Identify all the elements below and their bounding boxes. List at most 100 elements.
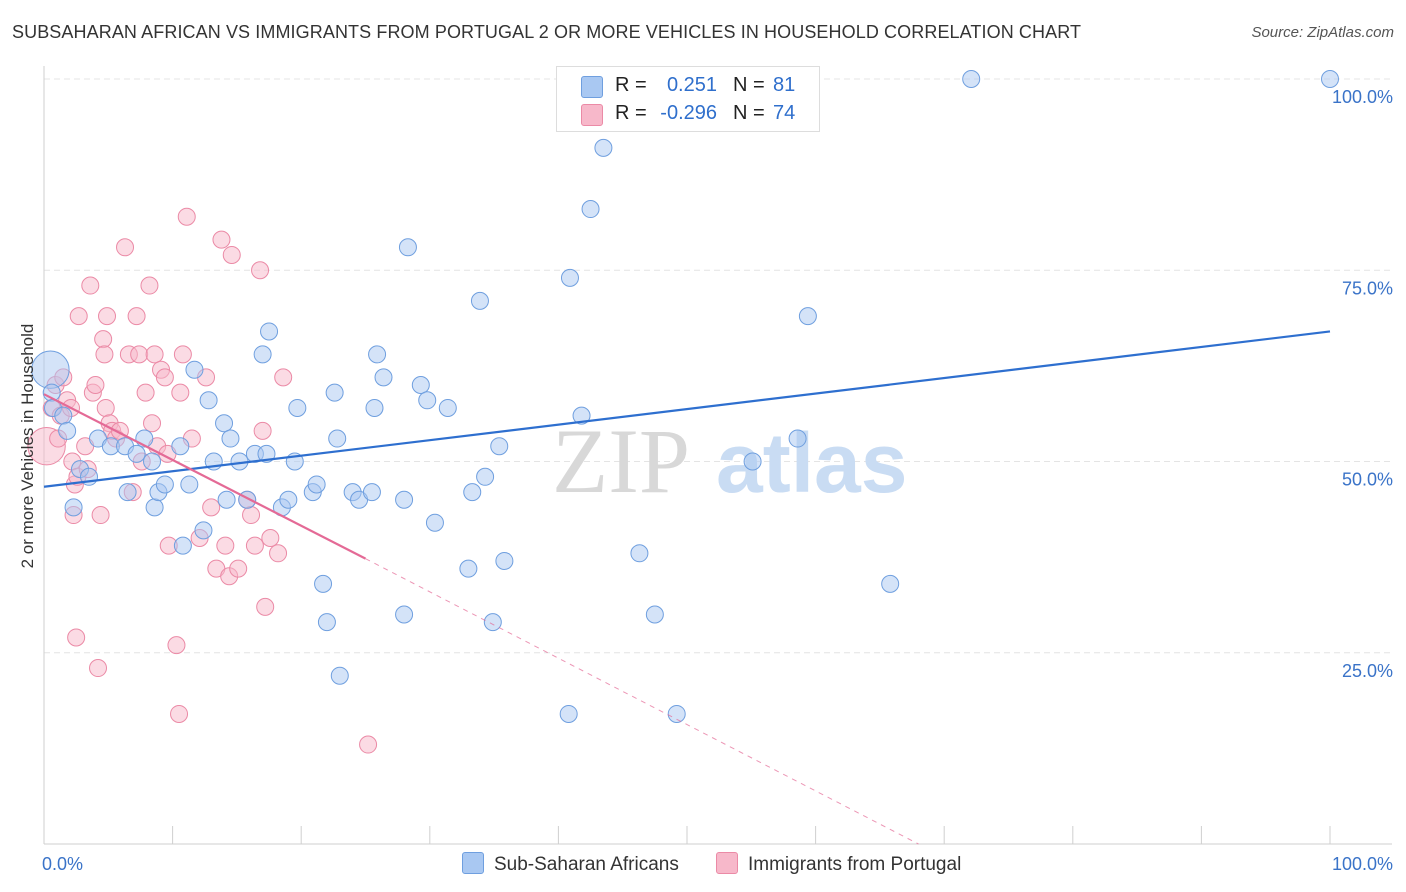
chart-title: SUBSAHARAN AFRICAN VS IMMIGRANTS FROM PO…	[12, 22, 1082, 42]
data-point-sub-saharan-africans	[260, 322, 279, 341]
data-point-immigrants-from-portugal	[86, 376, 105, 394]
data-point-immigrants-from-portugal	[167, 636, 186, 655]
data-point-sub-saharan-africans	[180, 475, 199, 494]
series-sub-saharan-africans	[31, 70, 1339, 723]
legend-label: Immigrants from Portugal	[748, 854, 962, 875]
data-point-immigrants-from-portugal	[98, 307, 117, 326]
data-point-immigrants-from-portugal	[91, 506, 110, 525]
legend-n-label: N =	[733, 74, 765, 96]
data-point-immigrants-from-portugal	[81, 276, 100, 295]
data-point-immigrants-from-portugal	[170, 704, 189, 723]
legend-r-value: -0.296	[660, 102, 717, 124]
data-point-immigrants-from-portugal	[256, 597, 275, 616]
data-point-sub-saharan-africans	[54, 406, 73, 425]
data-point-immigrants-from-portugal	[177, 207, 196, 226]
data-point-sub-saharan-africans	[173, 536, 192, 555]
data-point-sub-saharan-africans	[630, 544, 649, 563]
data-point-sub-saharan-africans	[330, 666, 349, 685]
data-point-immigrants-from-portugal	[67, 628, 86, 647]
data-point-sub-saharan-africans	[1321, 70, 1339, 88]
data-point-sub-saharan-africans	[425, 513, 444, 532]
x-tick-label: 0.0%	[42, 854, 83, 874]
y-tick-label: 50.0%	[1342, 470, 1393, 490]
y-axis-label-wrap: 2 or more Vehicles in Household	[18, 0, 42, 892]
trend-lines	[43, 330, 1331, 845]
series-immigrants-from-portugal	[27, 207, 378, 754]
data-point-sub-saharan-africans	[328, 429, 347, 448]
data-point-immigrants-from-portugal	[222, 245, 241, 264]
data-point-immigrants-from-portugal	[269, 544, 288, 563]
data-point-sub-saharan-africans	[881, 574, 900, 593]
watermark-zip: ZIP	[552, 410, 690, 512]
data-point-immigrants-from-portugal	[251, 261, 270, 280]
data-point-immigrants-from-portugal	[253, 421, 272, 440]
legend-swatch-pink	[581, 104, 603, 126]
data-point-immigrants-from-portugal	[145, 345, 164, 364]
trend-line-sub-saharan-africans	[43, 330, 1331, 488]
data-point-sub-saharan-africans	[143, 452, 162, 471]
y-axis-label: 2 or more Vehicles in Household	[18, 323, 37, 569]
data-point-immigrants-from-portugal	[155, 368, 174, 387]
legend-item-immigrants-from-portugal[interactable]: Immigrants from Portugal	[716, 852, 961, 876]
data-point-sub-saharan-africans	[374, 368, 393, 387]
data-point-sub-saharan-africans	[64, 498, 83, 517]
data-point-sub-saharan-africans	[667, 704, 686, 723]
data-point-immigrants-from-portugal	[173, 345, 192, 364]
legend-r-value: 0.251	[666, 74, 717, 96]
data-point-sub-saharan-africans	[127, 444, 146, 463]
data-point-sub-saharan-africans	[238, 490, 257, 509]
data-point-sub-saharan-africans	[490, 437, 509, 456]
correlation-legend: R = 0.251 N = 81 R = -0.296 N = 74	[556, 66, 820, 132]
data-point-immigrants-from-portugal	[140, 276, 159, 295]
data-point-sub-saharan-africans	[438, 398, 457, 417]
data-point-sub-saharan-africans	[418, 391, 437, 410]
data-point-sub-saharan-africans	[325, 383, 344, 402]
data-point-immigrants-from-portugal	[95, 345, 114, 364]
data-point-sub-saharan-africans	[798, 307, 817, 326]
data-point-sub-saharan-africans	[253, 345, 272, 364]
data-point-sub-saharan-africans	[788, 429, 807, 448]
data-point-sub-saharan-africans	[962, 70, 981, 88]
data-point-sub-saharan-africans	[215, 414, 234, 433]
data-point-immigrants-from-portugal	[202, 498, 221, 517]
data-point-sub-saharan-africans	[279, 490, 298, 509]
data-point-sub-saharan-africans	[483, 613, 502, 632]
data-point-immigrants-from-portugal	[216, 536, 235, 555]
data-point-sub-saharan-africans	[581, 200, 600, 219]
data-point-immigrants-from-portugal	[212, 230, 231, 249]
data-point-sub-saharan-africans	[365, 398, 384, 417]
data-point-sub-saharan-africans	[307, 475, 326, 494]
data-point-immigrants-from-portugal	[261, 529, 280, 547]
data-point-sub-saharan-africans	[395, 605, 414, 624]
data-point-sub-saharan-africans	[743, 452, 762, 471]
data-point-sub-saharan-africans	[171, 437, 190, 456]
series-legend: Sub-Saharan Africans Immigrants from Por…	[0, 852, 1406, 876]
legend-item-sub-saharan-africans[interactable]: Sub-Saharan Africans	[462, 852, 679, 876]
y-tick-label: 75.0%	[1342, 278, 1393, 298]
legend-n-label: N =	[733, 102, 765, 124]
y-tick-label: 25.0%	[1342, 661, 1393, 681]
data-point-immigrants-from-portugal	[171, 383, 190, 402]
data-point-sub-saharan-africans	[560, 268, 579, 287]
y-tick-label: 100.0%	[1332, 87, 1393, 107]
trend-line-immigrants-from-portugal	[43, 393, 367, 560]
legend-swatch-blue	[462, 852, 484, 874]
watermark: ZIP atlas	[552, 410, 907, 512]
data-point-sub-saharan-africans	[314, 574, 333, 593]
data-point-sub-saharan-africans	[411, 376, 430, 394]
data-point-sub-saharan-africans	[459, 559, 478, 578]
data-point-immigrants-from-portugal	[69, 307, 88, 326]
data-point-immigrants-from-portugal	[229, 559, 248, 578]
data-point-immigrants-from-portugal	[359, 735, 378, 754]
data-point-sub-saharan-africans	[257, 444, 276, 463]
data-point-sub-saharan-africans	[395, 490, 414, 509]
chart-source: Source: ZipAtlas.com	[1251, 24, 1394, 41]
data-point-sub-saharan-africans	[118, 483, 137, 502]
data-point-immigrants-from-portugal	[242, 506, 261, 525]
data-point-sub-saharan-africans	[317, 613, 336, 632]
data-point-immigrants-from-portugal	[245, 536, 264, 555]
data-point-immigrants-from-portugal	[89, 659, 108, 678]
data-point-immigrants-from-portugal	[116, 238, 135, 257]
data-point-sub-saharan-africans	[155, 475, 174, 494]
data-point-sub-saharan-africans	[594, 138, 613, 157]
